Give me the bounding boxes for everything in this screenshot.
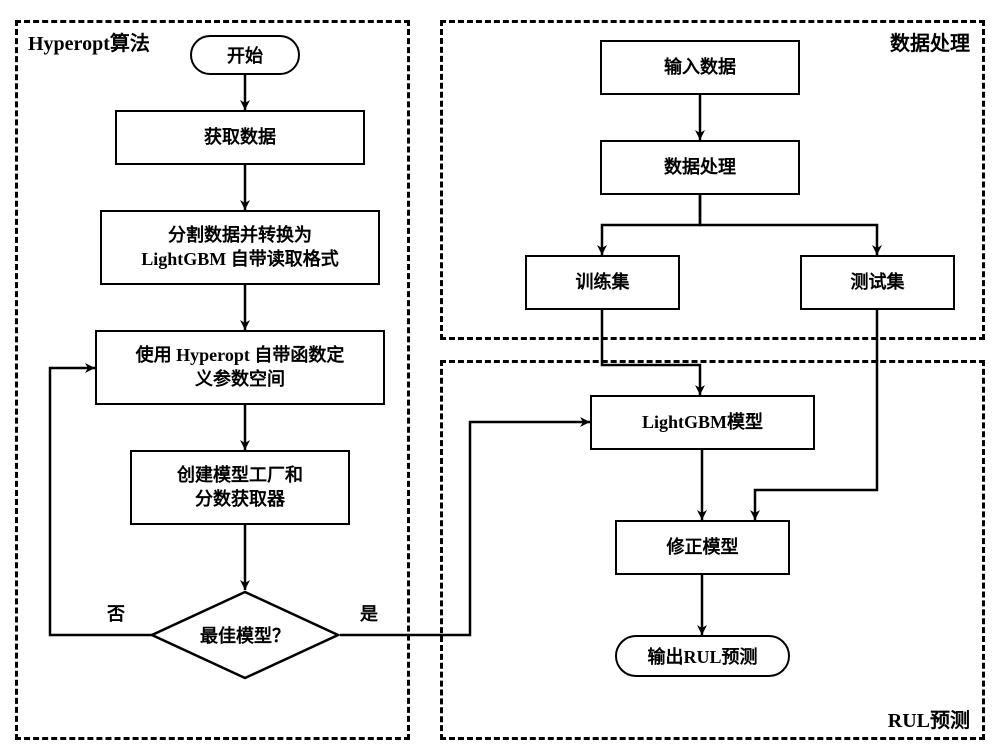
node-fix: 修正模型 bbox=[615, 520, 790, 575]
node-test-text: 测试集 bbox=[851, 271, 905, 294]
panel-rul-label: RUL预测 bbox=[884, 704, 974, 733]
node-output-text: 输出RUL预测 bbox=[647, 643, 757, 669]
node-lgbm: LightGBM模型 bbox=[590, 395, 815, 450]
node-get-data: 获取数据 bbox=[115, 110, 365, 165]
node-train-text: 训练集 bbox=[576, 271, 630, 294]
node-decision: 最佳模型？ bbox=[150, 590, 340, 680]
node-split-data-text: 分割数据并转换为 LightGBM 自带读取格式 bbox=[141, 224, 339, 271]
node-decision-text: 最佳模型？ bbox=[200, 622, 290, 648]
node-fix-text: 修正模型 bbox=[667, 536, 739, 559]
node-input: 输入数据 bbox=[600, 40, 800, 95]
node-test: 测试集 bbox=[800, 255, 955, 310]
node-train: 训练集 bbox=[525, 255, 680, 310]
node-start-text: 开始 bbox=[227, 42, 263, 68]
node-process-text: 数据处理 bbox=[664, 156, 736, 179]
node-start: 开始 bbox=[190, 35, 300, 75]
panel-hyperopt-label: Hyperopt算法 bbox=[24, 27, 154, 56]
node-def-space: 使用 Hyperopt 自带函数定 义参数空间 bbox=[95, 330, 385, 405]
panel-data-label: 数据处理 bbox=[886, 27, 974, 56]
edge-label-no: 否 bbox=[105, 600, 127, 626]
node-split-data: 分割数据并转换为 LightGBM 自带读取格式 bbox=[100, 210, 380, 285]
node-def-space-text: 使用 Hyperopt 自带函数定 义参数空间 bbox=[136, 344, 345, 391]
node-get-data-text: 获取数据 bbox=[204, 126, 276, 149]
node-factory: 创建模型工厂和 分数获取器 bbox=[130, 450, 350, 525]
node-output: 输出RUL预测 bbox=[615, 635, 790, 677]
edge-label-yes: 是 bbox=[358, 600, 380, 626]
node-lgbm-text: LightGBM模型 bbox=[642, 411, 763, 434]
node-input-text: 输入数据 bbox=[664, 56, 736, 79]
node-factory-text: 创建模型工厂和 分数获取器 bbox=[177, 464, 303, 511]
node-process: 数据处理 bbox=[600, 140, 800, 195]
